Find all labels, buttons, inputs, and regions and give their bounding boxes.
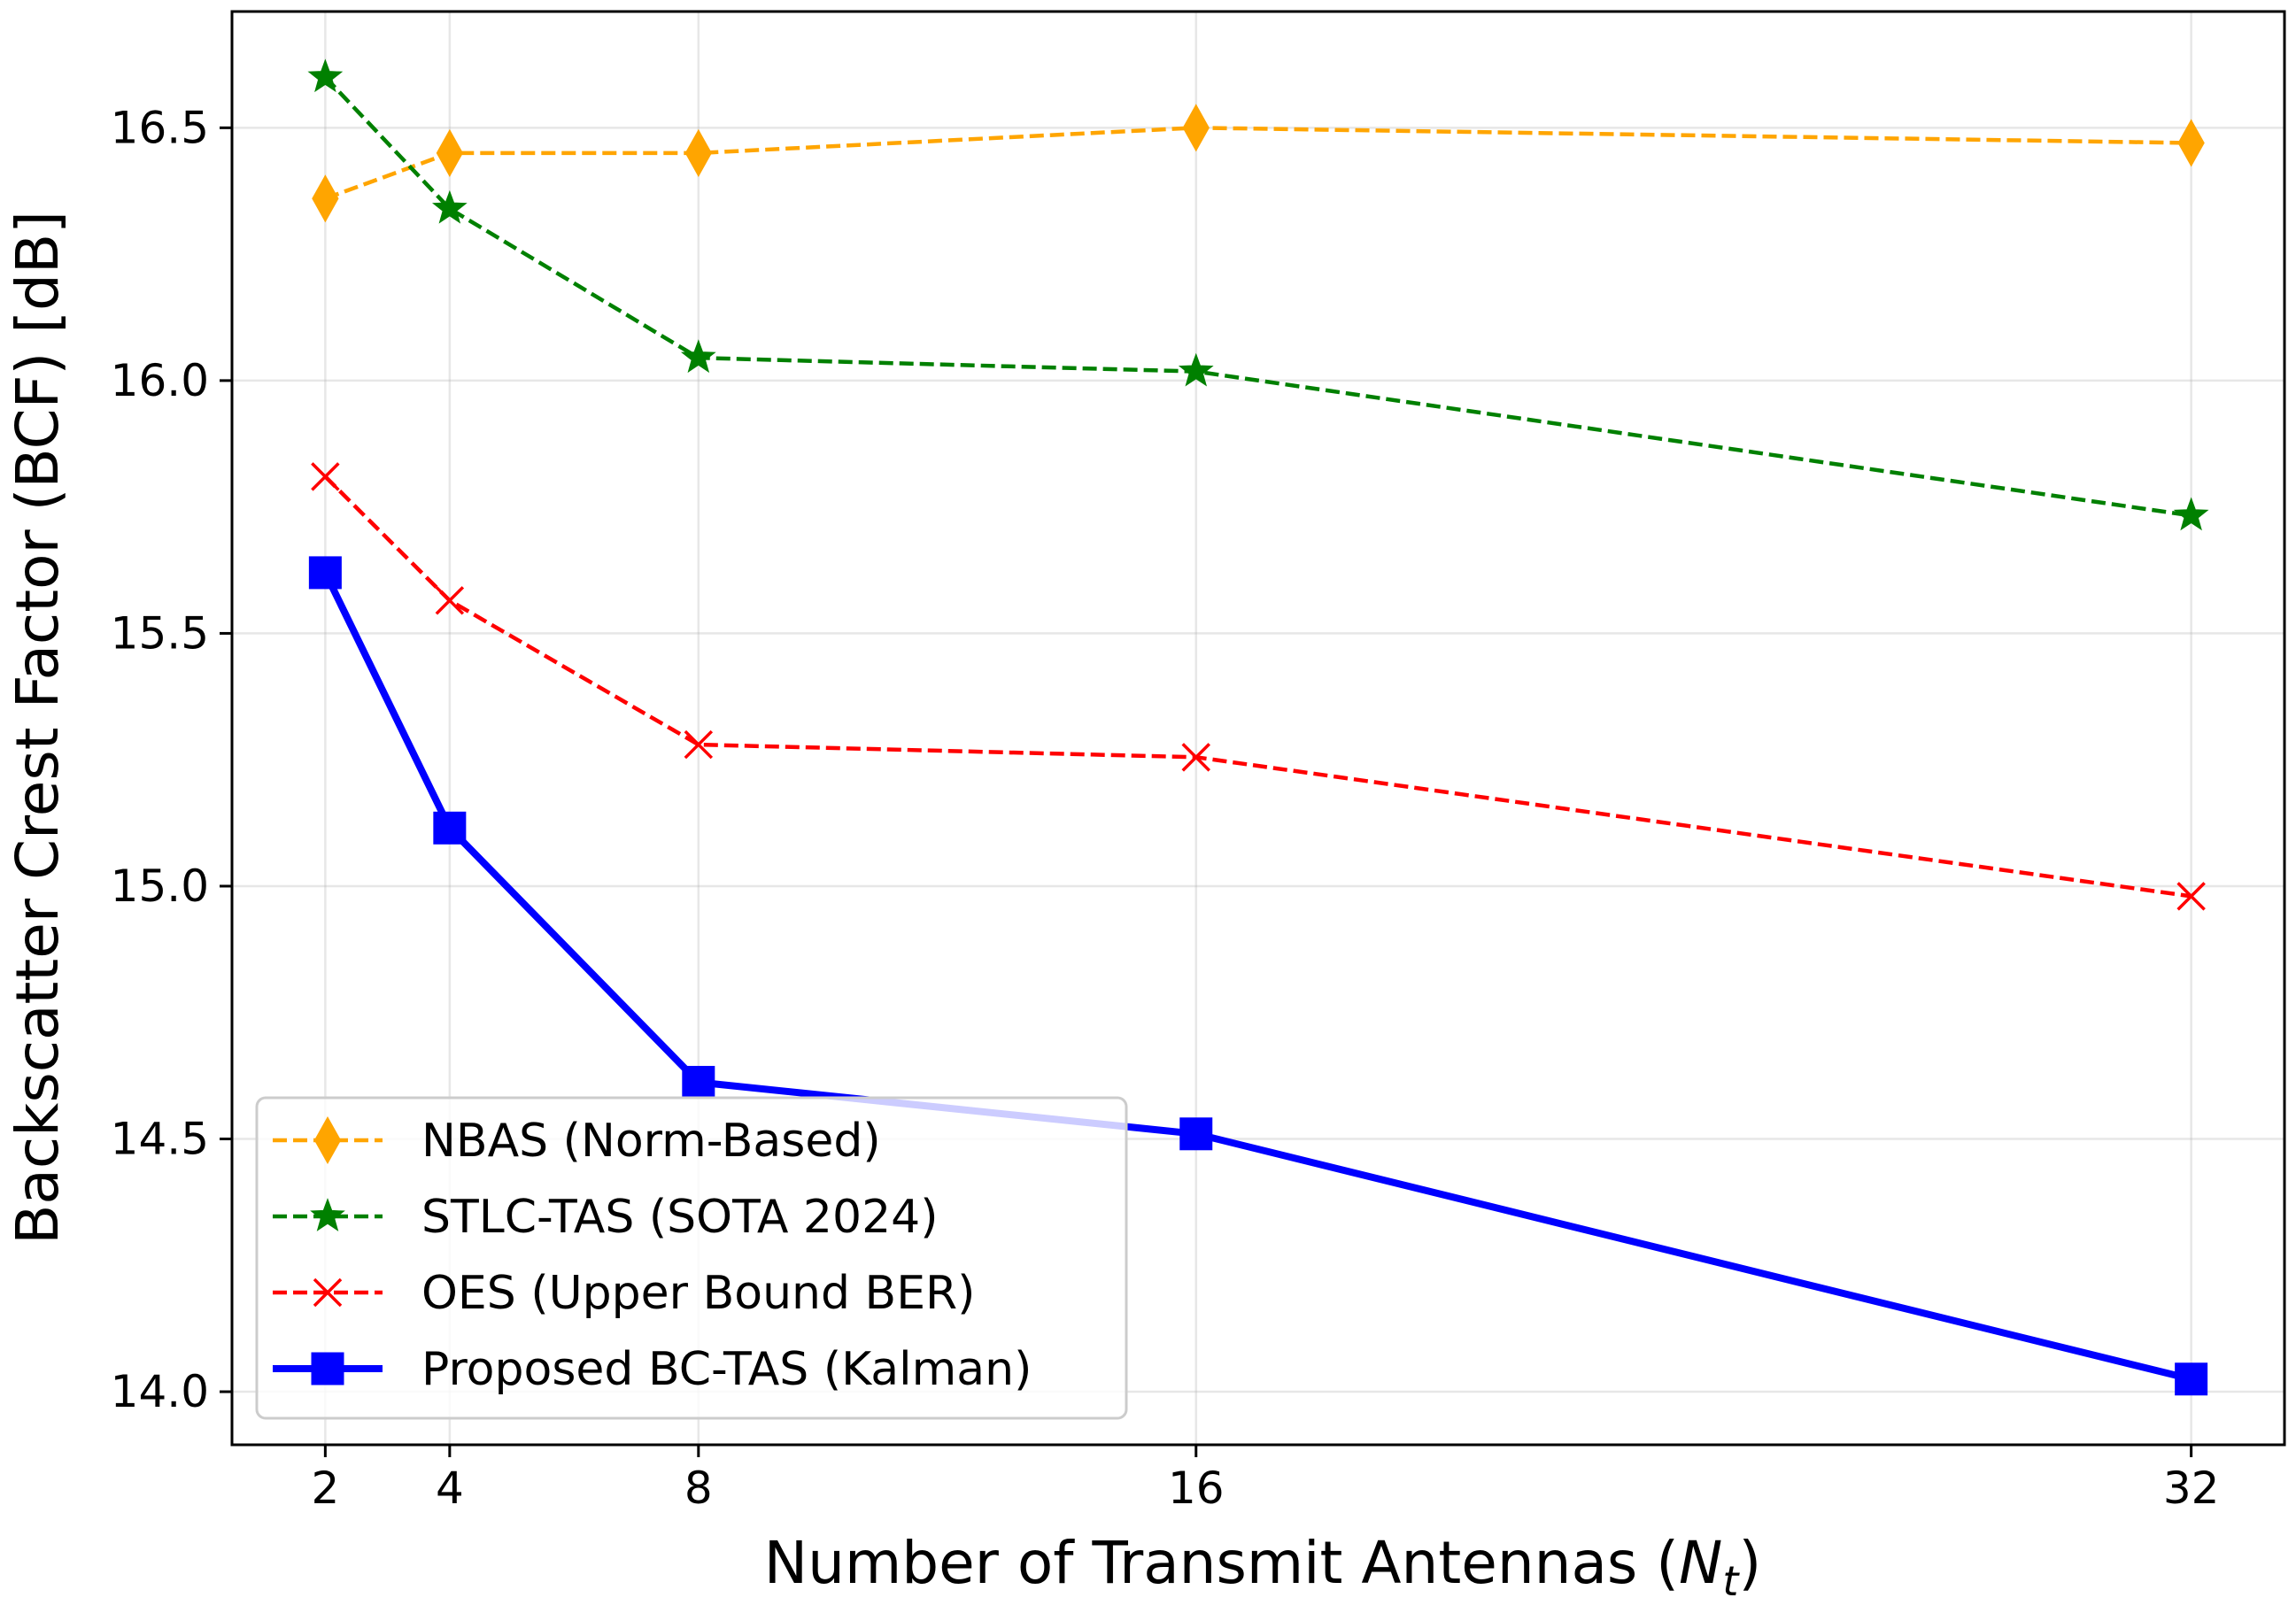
legend-marker-nbas — [313, 1115, 342, 1165]
data-point-stlc-tas — [2173, 497, 2209, 531]
x-tick-label: 8 — [684, 1463, 713, 1514]
data-point-nbas — [312, 174, 339, 223]
y-tick-label: 15.0 — [111, 861, 209, 912]
legend-box — [255, 1096, 1128, 1420]
series-line-stlc-tas — [323, 75, 2192, 518]
legend-marker-stlc-tas — [310, 1198, 345, 1231]
series-line-nbas — [324, 126, 2192, 201]
data-point-oes — [311, 462, 340, 491]
data-point-proposed — [2175, 1362, 2208, 1396]
series-line-oes — [323, 475, 2192, 899]
legend-label-nbas: NBAS (Norm-Based) — [421, 1115, 881, 1168]
x-axis-title-subscript: t — [1722, 1557, 1740, 1605]
data-point-proposed — [682, 1066, 715, 1100]
y-tick-label: 16.0 — [111, 355, 209, 406]
data-point-stlc-tas — [307, 58, 344, 93]
data-point-nbas — [436, 128, 463, 177]
legend-label-oes: OES (Upper Bound BER) — [421, 1267, 975, 1320]
x-tick-label: 32 — [2163, 1463, 2220, 1514]
data-point-oes — [684, 729, 714, 760]
x-tick-label: 2 — [311, 1463, 339, 1514]
data-point-nbas — [684, 128, 712, 177]
legend-label-stlc-tas: STLC-TAS (SOTA 2024) — [421, 1191, 939, 1244]
x-axis-title-symbol: N — [1679, 1529, 1722, 1597]
legend-marker-oes — [313, 1277, 343, 1308]
x-tick-label: 16 — [1168, 1463, 1225, 1514]
legend-label-proposed: Proposed BC-TAS (Kalman) — [421, 1343, 1032, 1396]
legend: NBAS (Norm-Based) STLC-TAS (SOTA 2024) OES… — [255, 1096, 1128, 1420]
x-axis-title-close: ) — [1738, 1529, 1761, 1597]
x-axis-title: Number of Transmit Antennas (Nt) — [764, 1529, 1761, 1605]
x-tick-label: 4 — [436, 1463, 464, 1514]
legend-entries: NBAS (Norm-Based) STLC-TAS (SOTA 2024) OES… — [273, 1115, 1032, 1396]
data-point-stlc-tas — [1178, 352, 1214, 387]
y-tick-label: 14.0 — [111, 1366, 209, 1417]
axis-ticks: 2 4 8 16 32 14.0 14.5 15.0 15.5 16.0 16.5 — [111, 102, 2220, 1514]
plot-frame — [230, 10, 2286, 1447]
data-point-stlc-tas — [680, 339, 716, 374]
data-point-stlc-tas — [431, 189, 468, 224]
y-axis-title: Backscatter Crest Factor (BCF) [dB] — [4, 211, 72, 1245]
data-point-oes — [435, 586, 465, 615]
x-axis-title-text: Number of Transmit Antennas ( — [764, 1529, 1679, 1597]
series-markers — [307, 58, 2209, 1396]
y-tick-label: 14.5 — [111, 1113, 209, 1164]
legend-marker-proposed — [311, 1352, 344, 1385]
data-point-proposed — [1179, 1117, 1213, 1151]
data-point-proposed — [308, 556, 342, 590]
data-point-nbas — [1182, 104, 1210, 152]
data-point-proposed — [433, 811, 467, 845]
data-point-nbas — [2177, 119, 2205, 167]
y-tick-label: 16.5 — [111, 102, 209, 153]
y-tick-label: 15.5 — [111, 607, 209, 659]
data-point-oes — [2176, 882, 2206, 911]
data-point-oes — [1181, 743, 1210, 772]
